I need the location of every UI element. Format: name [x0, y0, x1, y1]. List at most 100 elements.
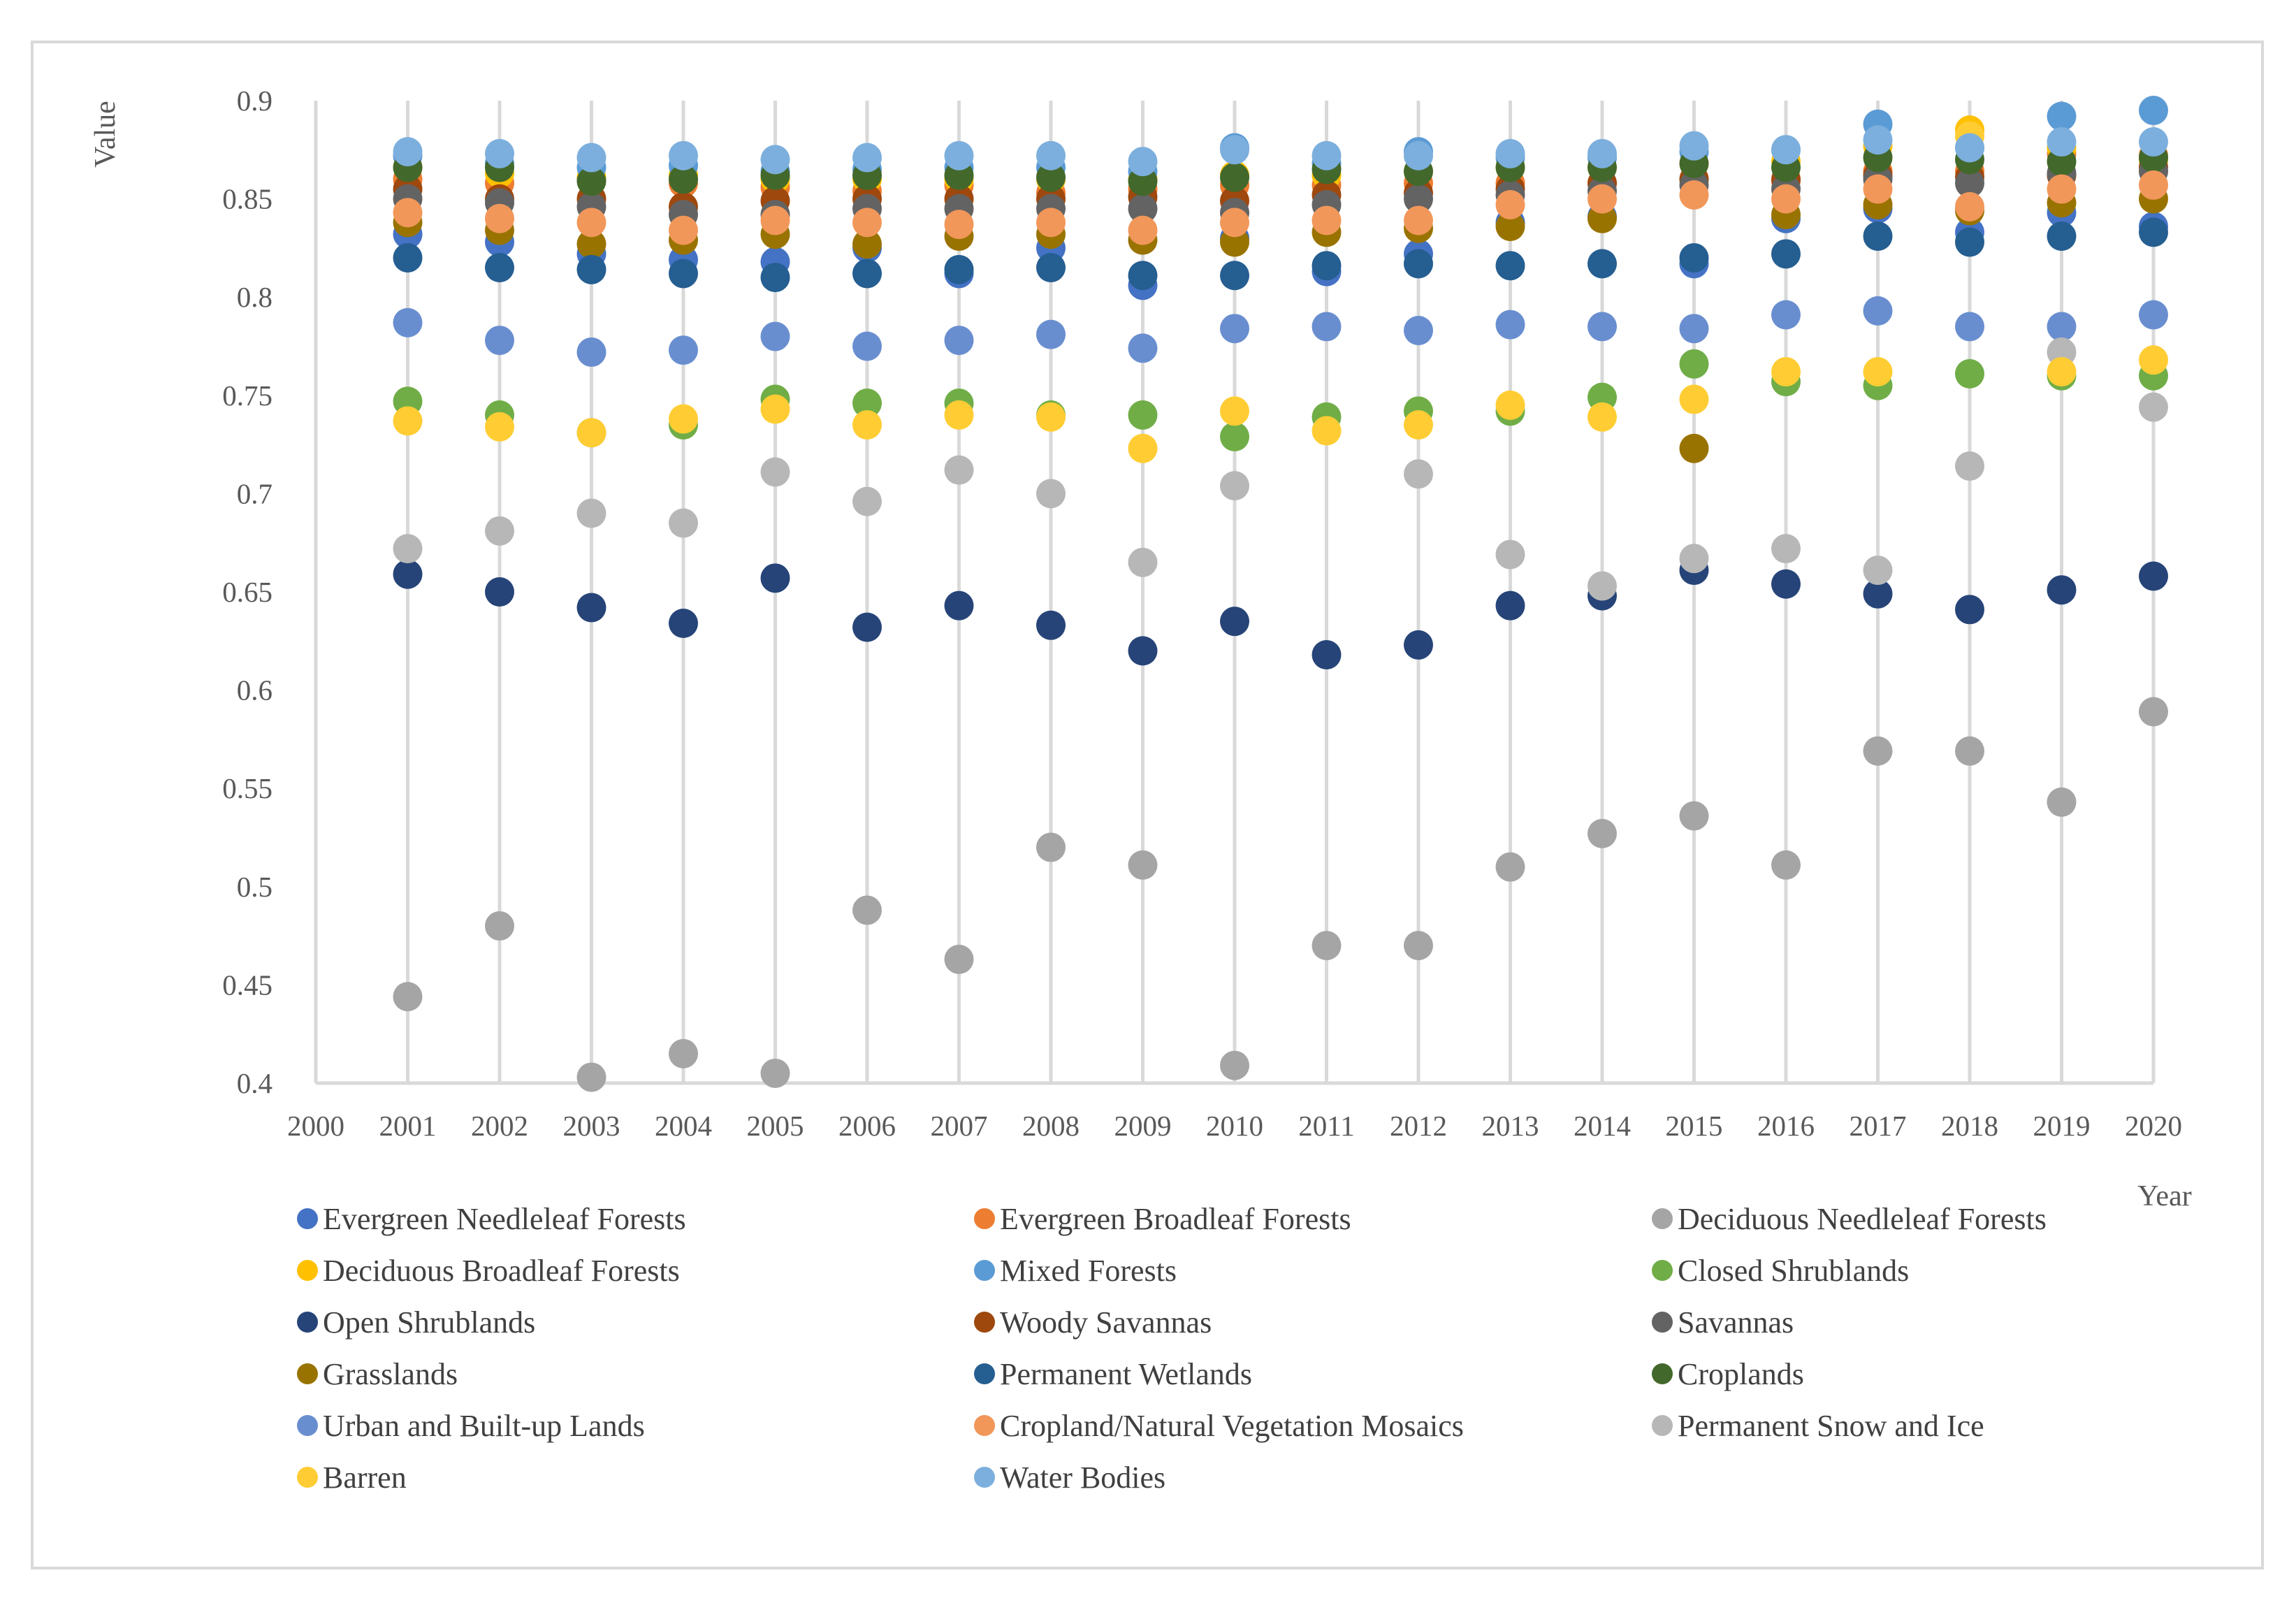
legend-label: Water Bodies — [1000, 1460, 1165, 1495]
data-point — [576, 593, 606, 623]
data-point — [393, 406, 423, 436]
series-grasslands — [393, 184, 2168, 463]
data-point — [1128, 261, 1158, 291]
data-point — [1404, 630, 1433, 660]
data-point — [1587, 402, 1617, 432]
data-point — [1404, 140, 1433, 171]
legend-marker — [297, 1363, 318, 1384]
legend-marker — [974, 1467, 995, 1488]
data-point — [2139, 217, 2168, 247]
legend-item: Woody Savannas — [974, 1305, 1212, 1340]
data-point — [1863, 174, 1893, 204]
data-point — [1587, 818, 1617, 848]
data-point — [576, 498, 606, 528]
data-point — [1312, 251, 1342, 281]
legend-marker — [1652, 1312, 1673, 1333]
x-tick-label: 2015 — [1666, 1110, 1723, 1142]
x-tick-label: 2011 — [1298, 1110, 1354, 1142]
data-point — [2139, 96, 2168, 126]
data-point — [393, 137, 423, 167]
data-point — [393, 982, 423, 1012]
data-point — [1128, 547, 1158, 577]
data-point — [669, 508, 698, 538]
legend-item: Mixed Forests — [974, 1254, 1177, 1288]
data-point — [1036, 319, 1066, 349]
legend-item: Croplands — [1652, 1357, 1804, 1391]
data-point — [1220, 471, 1249, 501]
data-point — [393, 307, 423, 338]
series-savannas — [393, 157, 2168, 230]
data-point — [1312, 416, 1342, 446]
data-point — [852, 331, 882, 361]
legend-label: Deciduous Broadleaf Forests — [323, 1254, 680, 1288]
data-point — [1128, 400, 1158, 430]
data-point — [1771, 300, 1801, 330]
data-point — [2139, 697, 2168, 727]
legend-item: Grasslands — [297, 1357, 458, 1391]
legend-item: Barren — [297, 1460, 407, 1495]
data-point — [1036, 832, 1066, 862]
data-point — [1587, 184, 1617, 214]
x-tick-label: 2019 — [2033, 1110, 2091, 1142]
data-point — [1036, 610, 1066, 640]
data-point — [852, 229, 882, 259]
data-point — [944, 326, 974, 356]
data-point — [1771, 184, 1801, 214]
series-croplands — [393, 143, 2168, 196]
data-point — [1312, 140, 1342, 171]
data-point — [1220, 314, 1249, 344]
data-point — [1128, 636, 1158, 666]
legend-item: Urban and Built-up Lands — [297, 1409, 645, 1443]
data-point — [669, 1038, 698, 1068]
data-point — [576, 208, 606, 238]
data-point — [1128, 194, 1158, 224]
series-cropland-natural-vegetation-mosaics — [393, 170, 2168, 245]
series-mixed-forests — [393, 96, 2168, 187]
legend-label: Closed Shrublands — [1678, 1254, 1909, 1288]
data-point — [1128, 215, 1158, 245]
legend-marker — [974, 1363, 995, 1384]
legend-marker — [1652, 1208, 1673, 1229]
data-point — [852, 895, 882, 925]
data-point — [1220, 421, 1249, 451]
data-point — [1128, 333, 1158, 363]
data-point — [1036, 162, 1066, 192]
y-axis-ticks: 0.4 0.45 0.5 0.55 0.6 0.65 0.7 0.75 0.8 0.85 0.9 — [222, 85, 273, 1099]
data-point — [576, 229, 606, 259]
data-point — [1220, 208, 1249, 238]
data-points — [393, 96, 2168, 1092]
data-point — [1771, 135, 1801, 165]
data-point — [2047, 127, 2077, 157]
data-point — [1036, 402, 1066, 432]
data-point — [1404, 184, 1433, 214]
data-point — [1863, 125, 1893, 155]
data-point — [576, 1062, 606, 1092]
data-point — [1955, 736, 1984, 766]
x-tick-label: 2018 — [1941, 1110, 1998, 1142]
data-point — [1404, 316, 1433, 346]
data-point — [2139, 561, 2168, 591]
data-point — [1404, 931, 1433, 961]
legend-marker — [974, 1208, 995, 1229]
y-tick-label: 0.5 — [237, 871, 273, 903]
data-point — [760, 205, 790, 235]
data-point — [485, 911, 514, 941]
data-point — [1495, 852, 1525, 882]
data-point — [760, 457, 790, 487]
x-axis-ticks: 2000 2001 2002 2003 2004 2005 2006 2007 2008 2009… — [287, 1110, 2182, 1142]
data-point — [1404, 409, 1433, 440]
series-permanent-wetlands — [393, 217, 2168, 293]
data-point — [1220, 162, 1249, 192]
legend-marker — [297, 1415, 318, 1436]
data-point — [1036, 479, 1066, 509]
legend-item: Deciduous Needleleaf Forests — [1652, 1202, 2047, 1236]
series-barren — [393, 121, 2168, 463]
x-tick-label: 2007 — [931, 1110, 988, 1142]
data-point — [1955, 133, 1984, 163]
data-point — [1495, 590, 1525, 621]
data-point — [2139, 300, 2168, 330]
data-point — [1863, 296, 1893, 326]
data-point — [2139, 170, 2168, 200]
x-tick-label: 2010 — [1206, 1110, 1263, 1142]
series-open-shrublands — [393, 556, 2168, 669]
